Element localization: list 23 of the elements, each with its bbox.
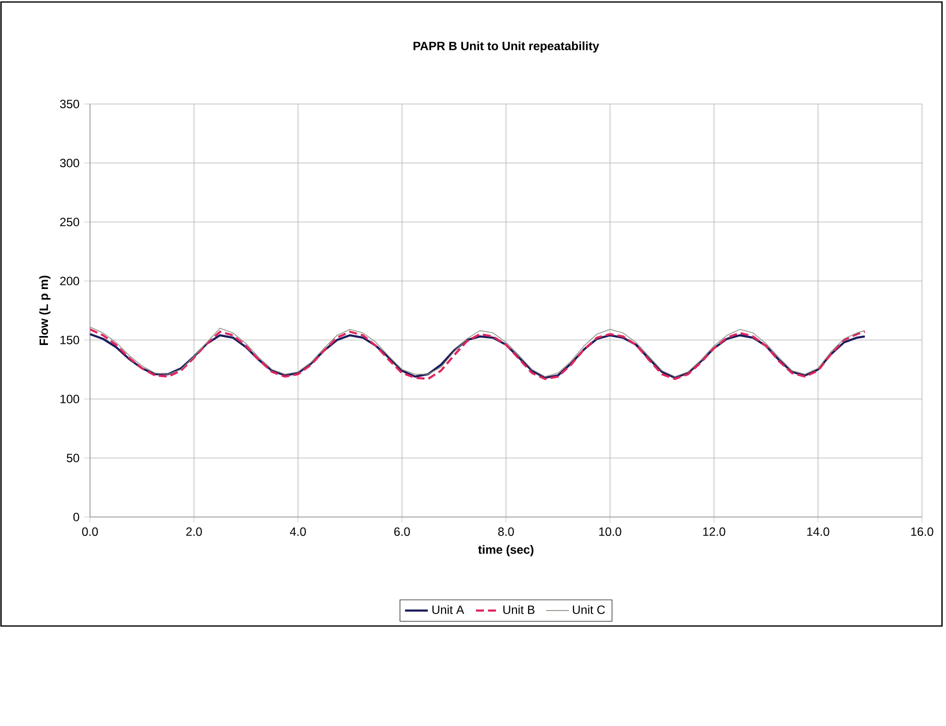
x-tick-label: 2.0 xyxy=(186,527,202,536)
y-tick-label: 200 xyxy=(60,276,80,286)
chart-title: PAPR B Unit to Unit repeatability xyxy=(414,41,600,53)
y-tick-label: 0 xyxy=(73,512,80,522)
y-tick-label: 250 xyxy=(60,218,80,226)
y-tick-label: 100 xyxy=(60,394,80,404)
legend-label: Unit B xyxy=(503,605,534,614)
x-tick-label: 6.0 xyxy=(394,527,410,536)
y-tick-label: 50 xyxy=(66,454,80,462)
legend-label: Unit A xyxy=(432,605,464,614)
x-tick-label: 14.0 xyxy=(807,527,830,536)
legend-label: Unit C xyxy=(572,605,605,614)
x-axis-title: time (sec) xyxy=(478,545,534,556)
x-tick-label: 4.0 xyxy=(290,527,306,536)
y-tick-label: 350 xyxy=(60,100,80,108)
y-axis-title: Flow (L p m) xyxy=(39,276,50,346)
y-tick-label: 300 xyxy=(60,158,80,168)
x-tick-label: 10.0 xyxy=(599,527,622,536)
x-tick-label: 12.0 xyxy=(703,527,726,536)
y-tick-label: 150 xyxy=(60,336,80,344)
x-tick-label: 0.0 xyxy=(82,527,98,536)
x-tick-label: 16.0 xyxy=(911,527,934,536)
x-tick-label: 8.0 xyxy=(498,527,514,536)
